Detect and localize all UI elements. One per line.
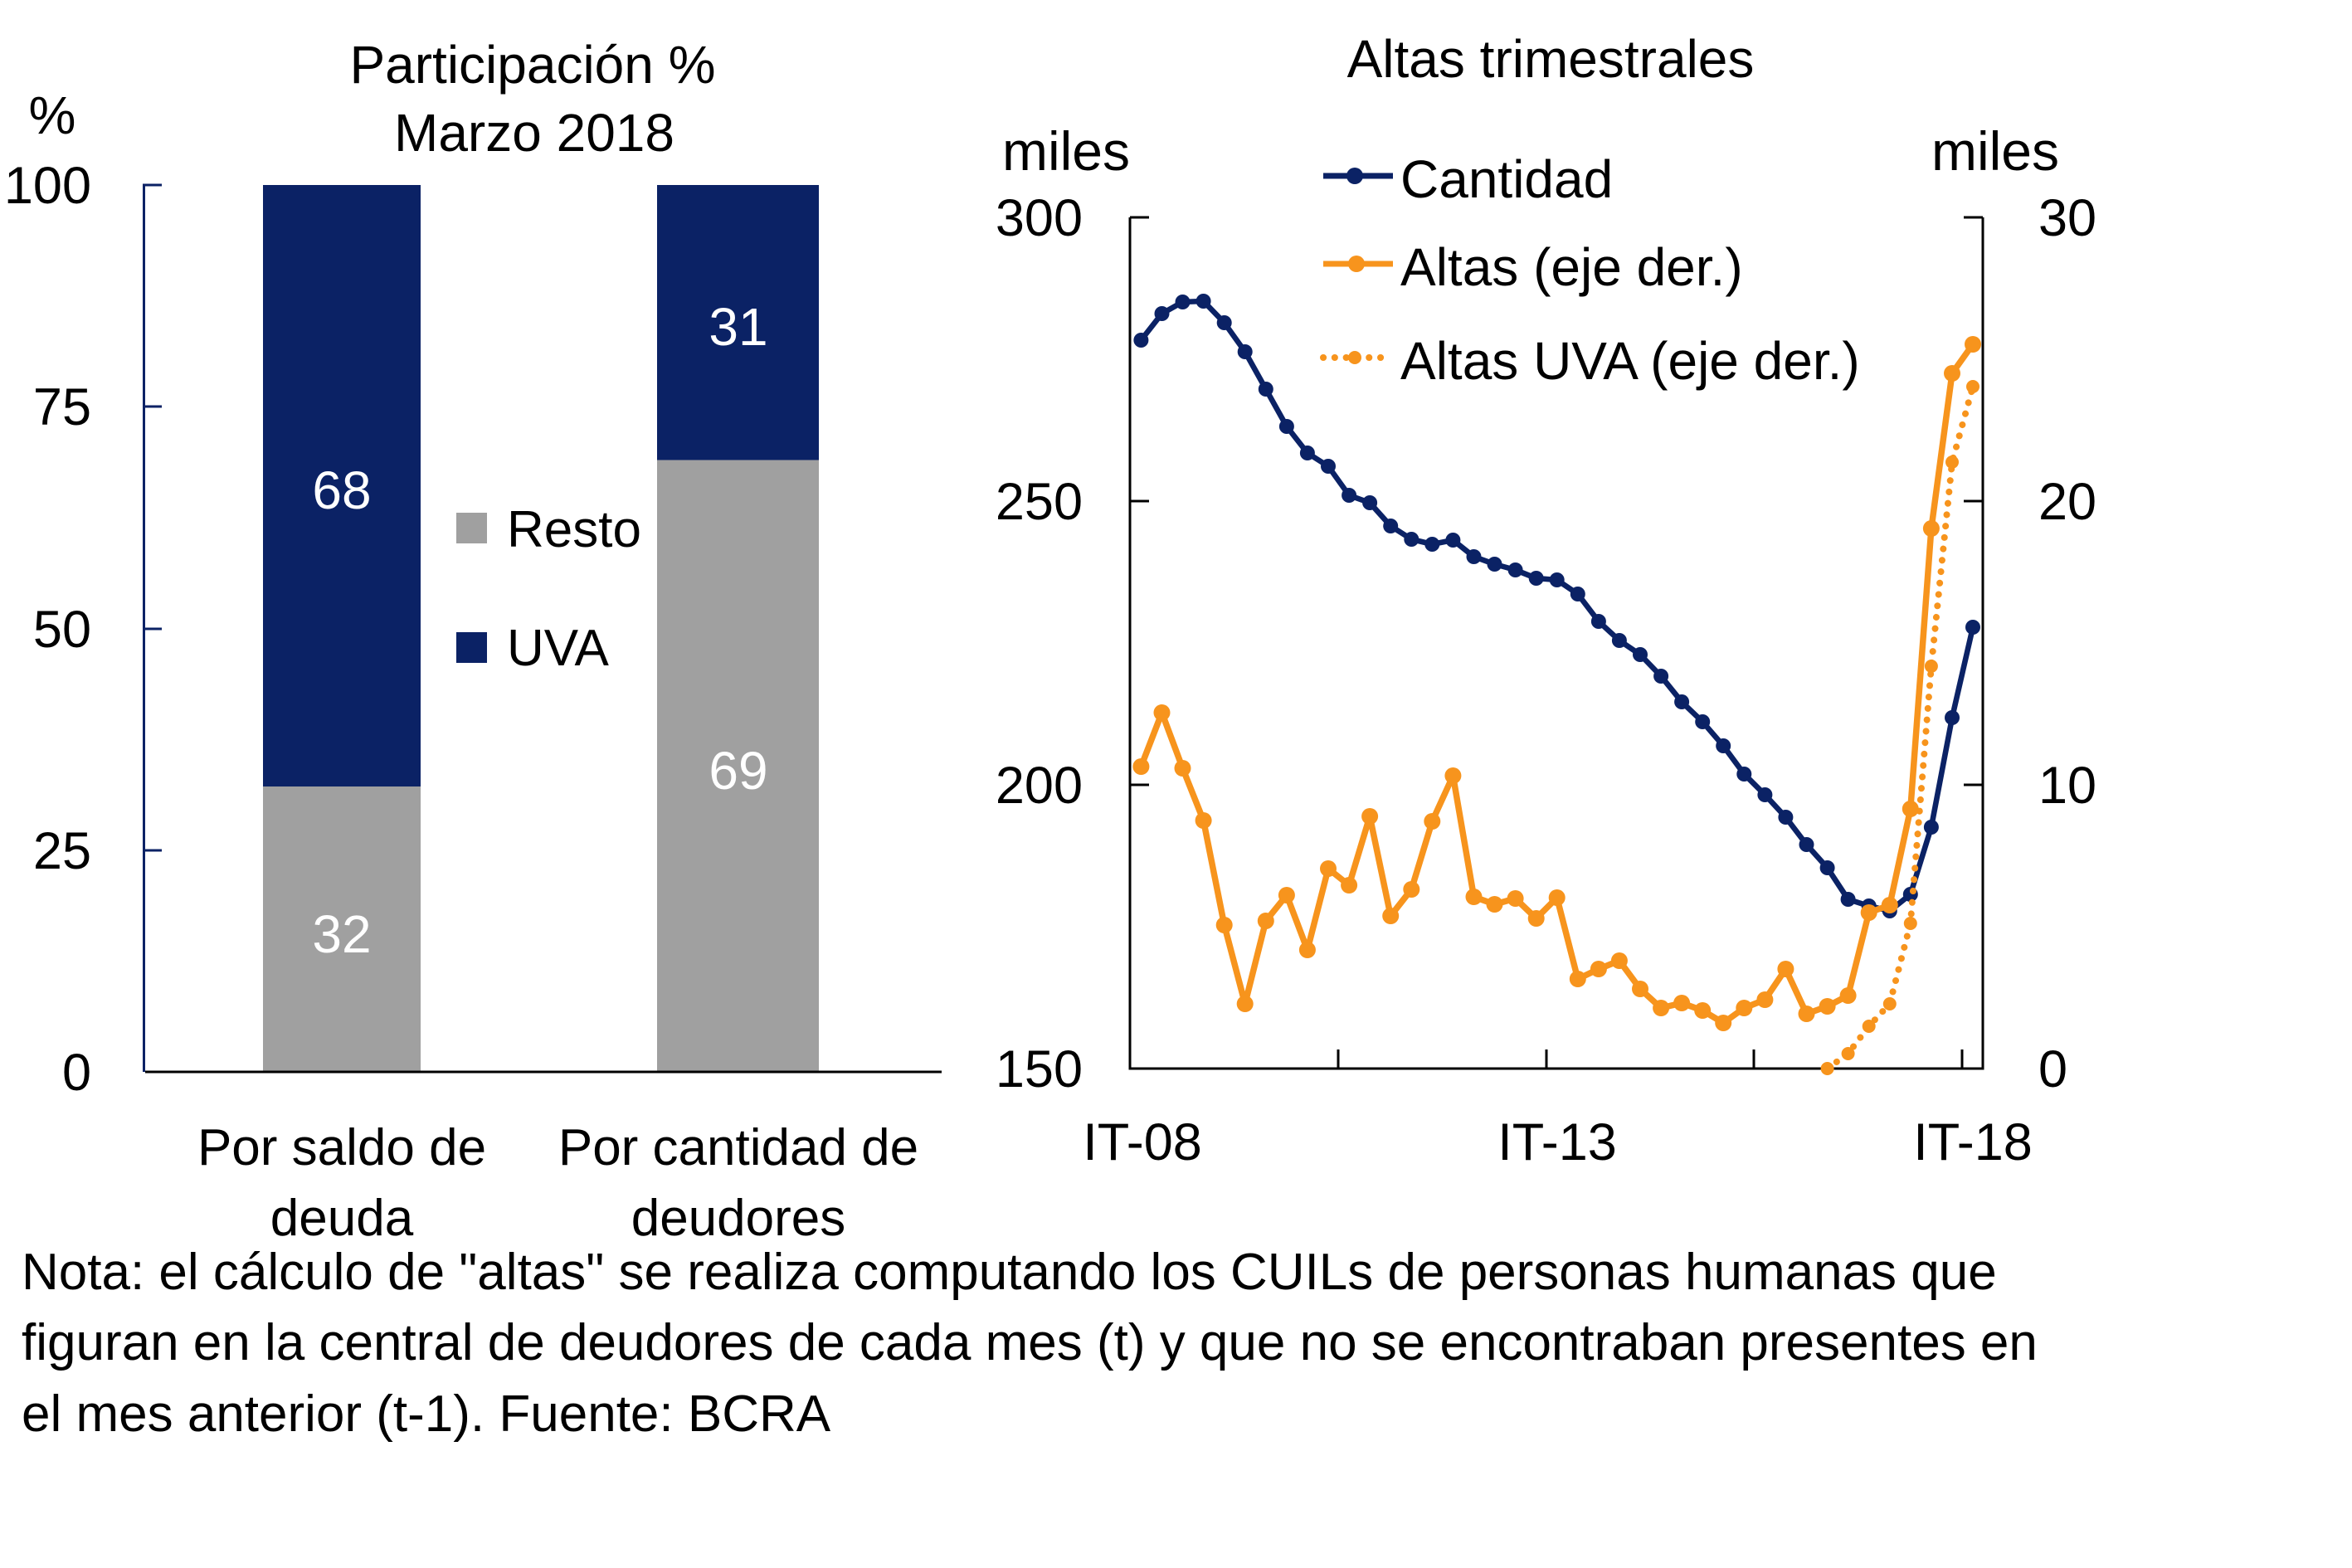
svg-text:50: 50 [33,601,91,659]
svg-text:Por saldo de: Por saldo de [197,1119,486,1176]
svg-text:25: 25 [33,822,91,880]
svg-text:IT-18: IT-18 [1913,1113,2033,1171]
svg-text:Nota: el cálculo de "altas" se: Nota: el cálculo de "altas" se realiza c… [22,1244,1997,1301]
svg-text:100: 100 [4,157,91,215]
svg-text:IT-08: IT-08 [1083,1113,1202,1171]
svg-text:Altas (eje der.): Altas (eje der.) [1400,237,1743,297]
svg-text:IT-13: IT-13 [1497,1113,1617,1171]
svg-text:UVA: UVA [507,620,610,677]
svg-text:miles: miles [1002,120,1130,182]
svg-text:68: 68 [312,460,371,520]
svg-text:0: 0 [2038,1040,2067,1098]
svg-text:30: 30 [2038,189,2096,247]
svg-text:figuran en la central de deudo: figuran en la central de deudores de cad… [22,1314,2038,1371]
svg-text:250: 250 [996,473,1083,531]
svg-text:Altas trimestrales: Altas trimestrales [1347,29,1755,89]
svg-text:69: 69 [709,741,767,801]
svg-text:150: 150 [996,1040,1083,1098]
svg-text:miles: miles [1931,120,2059,182]
svg-text:75: 75 [33,378,91,436]
svg-text:31: 31 [709,297,767,357]
svg-text:deudores: deudores [631,1190,846,1247]
svg-text:Participación %: Participación % [349,35,715,95]
svg-text:Resto: Resto [507,501,641,558]
svg-text:300: 300 [996,189,1083,247]
svg-text:10: 10 [2038,757,2096,815]
svg-text:Cantidad: Cantidad [1400,149,1613,209]
svg-text:0: 0 [62,1044,91,1102]
svg-text:32: 32 [312,904,371,964]
svg-text:200: 200 [996,757,1083,815]
svg-text:el mes anterior (t-1). Fuente:: el mes anterior (t-1). Fuente: BCRA [22,1385,831,1443]
svg-text:Marzo 2018: Marzo 2018 [394,103,674,163]
svg-text:20: 20 [2038,473,2096,531]
svg-text:Altas UVA (eje der.): Altas UVA (eje der.) [1400,331,1860,391]
svg-text:%: % [29,85,76,145]
svg-text:Por cantidad de: Por cantidad de [558,1119,918,1176]
svg-text:deuda: deuda [270,1190,414,1247]
